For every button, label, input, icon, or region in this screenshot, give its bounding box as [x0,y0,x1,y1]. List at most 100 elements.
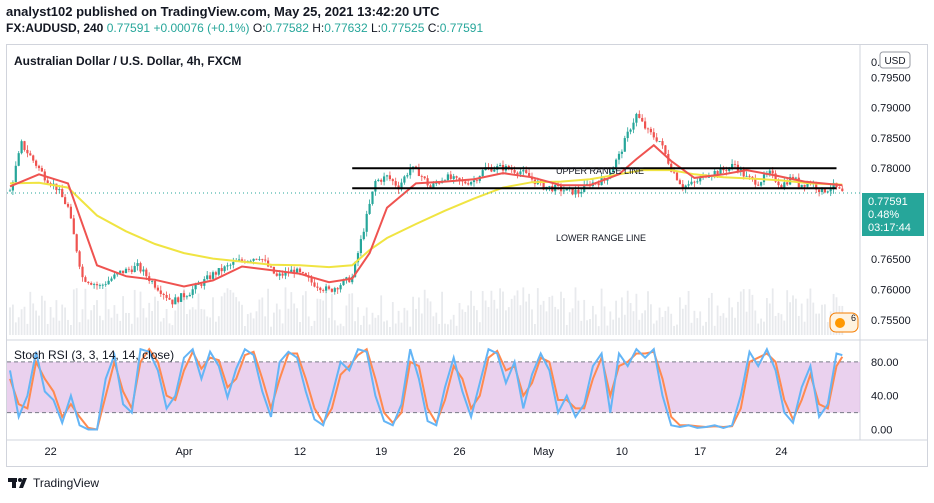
candle [23,140,26,152]
volume-bar [377,315,380,335]
volume-bar [641,313,644,335]
volume-bar [35,310,37,335]
price-change: +0.00076 (+0.1%) [153,21,250,35]
candle [832,179,835,194]
candle [403,175,406,185]
volume-bar [824,304,826,335]
volume-bar [684,304,687,335]
volume-bar [23,306,26,335]
candle [327,284,331,291]
candle [238,254,241,262]
volume-bar [763,321,765,335]
candle [95,281,99,290]
volume-bar [406,310,409,335]
volume-bar [710,292,713,335]
volume-bar [238,301,240,335]
volume-bar [458,302,461,335]
volume-bar [438,323,441,335]
currency-button-label[interactable]: USD [884,56,905,67]
candle [333,286,336,295]
candle [267,257,270,268]
candle [690,177,693,186]
volume-bar [658,307,661,335]
volume-bar [136,317,139,335]
volume-bar [107,309,110,335]
open-value: 0.77582 [265,21,309,35]
volume-bar [104,287,107,335]
event-badge[interactable]: 6 [829,312,859,333]
candle [296,267,299,274]
calendar-icon [835,318,845,328]
volume-bar [447,324,449,335]
candle [322,288,325,293]
volume-bar [818,313,820,335]
volume-bar [731,307,733,335]
price-axis-tick: 0.79500 [871,72,911,84]
volume-bar [623,314,626,335]
tradingview-logo-icon [8,476,28,490]
volume-bar [26,323,29,335]
volume-bar [519,305,522,335]
volume-bar [548,296,551,335]
volume-bar [165,308,168,335]
volume-bar [206,316,209,335]
volume-bar [87,319,90,335]
volume-bar [638,319,641,335]
candle [229,263,232,270]
candle [484,162,487,171]
candle [646,127,650,134]
volume-bar [449,319,452,335]
volume-bar [664,310,667,335]
volume-bar [626,290,629,335]
volume-bar [261,297,264,335]
volume-bar [467,305,470,335]
volume-bar [783,320,786,335]
volume-bar [281,323,284,335]
candle [90,281,93,286]
volume-bar [186,314,188,335]
candle [101,283,104,290]
low-label: L: [371,21,382,35]
volume-bar [429,301,432,335]
volume-bar [444,323,446,335]
volume-bar [125,312,127,335]
volume-bar [655,320,658,335]
volume-bar [32,303,35,335]
volume-bar [75,288,78,335]
candle [81,264,84,282]
volume-bar [322,300,325,335]
currency-button[interactable]: USD [879,51,911,69]
volume-bar [313,320,316,335]
volume-bar [55,300,58,335]
volume-bar [748,289,751,335]
volume-bar [258,299,261,335]
volume-bar [302,295,304,335]
volume-bar [270,326,272,335]
candle [177,296,180,304]
volume-bar [539,304,542,335]
stoch-band [7,361,860,414]
candle [26,145,29,158]
volume-bar [650,304,652,335]
candle [423,176,426,180]
candle [32,154,35,163]
time-axis-tick: 12 [294,446,306,458]
volume-bar [110,317,113,335]
volume-bar [728,297,731,335]
volume-bar [490,290,493,335]
volume-bar [699,311,702,335]
volume-bar [273,312,275,335]
volume-bar [365,307,368,335]
volume-bar [812,302,815,335]
volume-bar [360,324,362,335]
candle [87,281,90,285]
volume-bar [621,297,623,335]
volume-bar [754,310,757,335]
volume-bar [357,307,359,335]
low-value: 0.77525 [381,21,425,35]
volume-bar [133,289,136,335]
candle [371,191,374,206]
volume-bar [93,304,95,335]
currency-button-box[interactable] [879,51,911,69]
